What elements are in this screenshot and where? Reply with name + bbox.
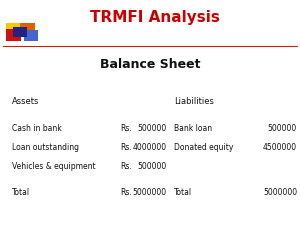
Text: Rs.: Rs. bbox=[120, 188, 132, 197]
Text: 500000: 500000 bbox=[137, 124, 166, 133]
Text: 4500000: 4500000 bbox=[263, 143, 297, 152]
Text: 5000000: 5000000 bbox=[132, 188, 167, 197]
Text: 500000: 500000 bbox=[268, 124, 297, 133]
Text: Total: Total bbox=[12, 188, 30, 197]
Text: 5000000: 5000000 bbox=[263, 188, 297, 197]
Text: Liabilities: Liabilities bbox=[174, 97, 214, 106]
Text: Balance Sheet: Balance Sheet bbox=[100, 58, 200, 72]
Text: Total: Total bbox=[174, 188, 192, 197]
Text: Rs.: Rs. bbox=[120, 162, 132, 171]
Text: 500000: 500000 bbox=[137, 162, 166, 171]
Text: 4000000: 4000000 bbox=[132, 143, 167, 152]
Text: Cash in bank: Cash in bank bbox=[12, 124, 62, 133]
Text: Loan outstanding: Loan outstanding bbox=[12, 143, 79, 152]
Text: Rs.: Rs. bbox=[120, 143, 132, 152]
Text: Bank loan: Bank loan bbox=[174, 124, 212, 133]
Text: Rs.: Rs. bbox=[120, 124, 132, 133]
Text: Donated equity: Donated equity bbox=[174, 143, 233, 152]
Text: TRMFI Analysis: TRMFI Analysis bbox=[90, 10, 220, 25]
Text: Assets: Assets bbox=[12, 97, 39, 106]
Text: Vehicles & equipment: Vehicles & equipment bbox=[12, 162, 96, 171]
